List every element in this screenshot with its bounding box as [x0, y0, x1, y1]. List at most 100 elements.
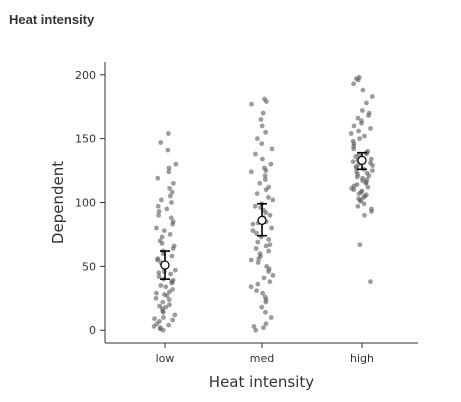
data-point	[159, 241, 165, 246]
data-point	[268, 315, 274, 320]
data-point	[255, 260, 261, 265]
data-point	[355, 115, 361, 121]
data-point	[255, 136, 260, 142]
y-tick-label: 150	[75, 133, 96, 146]
data-point	[261, 325, 266, 331]
mean-marker	[257, 215, 267, 225]
data-point	[360, 178, 365, 184]
data-point	[369, 209, 374, 214]
data-point	[370, 163, 375, 168]
data-point	[250, 228, 256, 234]
data-point	[250, 221, 256, 227]
data-point	[357, 136, 362, 142]
data-point	[263, 187, 269, 193]
data-point	[351, 123, 357, 129]
x-tick-label: high	[350, 352, 374, 365]
data-point	[355, 203, 361, 209]
y-tick-label: 0	[89, 324, 96, 337]
data-point	[159, 197, 164, 203]
data-point	[360, 87, 366, 93]
data-point	[160, 309, 166, 315]
data-point	[259, 141, 265, 147]
data-point	[251, 324, 257, 329]
data-point	[262, 173, 268, 179]
x-tick-label: low	[156, 352, 175, 365]
data-point	[173, 267, 178, 273]
data-point	[351, 146, 357, 152]
data-point	[254, 288, 259, 293]
data-point	[260, 110, 266, 116]
data-point	[270, 197, 276, 203]
data-point	[267, 212, 273, 218]
data-point	[350, 159, 356, 165]
data-point	[368, 156, 374, 162]
data-point	[164, 206, 170, 212]
data-point	[355, 77, 361, 83]
data-point	[263, 129, 268, 135]
data-point	[171, 180, 176, 186]
data-point	[366, 113, 371, 118]
data-point	[262, 177, 268, 182]
data-point	[356, 191, 362, 197]
data-point	[255, 281, 261, 287]
data-point	[257, 180, 263, 186]
data-point	[261, 275, 267, 281]
data-point	[269, 225, 274, 231]
data-point	[172, 312, 178, 318]
data-point	[266, 237, 272, 242]
data-point	[155, 257, 160, 263]
data-point	[158, 283, 164, 288]
data-point	[357, 242, 363, 248]
y-tick-label: 50	[82, 260, 96, 273]
data-point	[156, 270, 162, 276]
data-point	[260, 290, 265, 296]
data-point	[270, 272, 276, 278]
data-point	[156, 212, 162, 218]
x-tick-label: med	[250, 352, 274, 365]
data-point	[159, 234, 165, 240]
data-point	[168, 215, 174, 221]
data-point	[364, 100, 369, 106]
data-point	[267, 279, 273, 285]
data-point	[263, 299, 269, 305]
data-point	[166, 297, 172, 302]
data-point	[263, 168, 269, 174]
data-point	[248, 169, 254, 175]
data-point	[167, 193, 173, 199]
data-point	[362, 133, 367, 139]
data-point	[168, 271, 174, 277]
data-point	[354, 174, 360, 180]
data-point	[356, 128, 361, 134]
data-point	[264, 99, 269, 104]
data-point	[254, 230, 259, 236]
data-point	[249, 101, 254, 107]
data-point	[163, 284, 169, 290]
data-point	[253, 151, 258, 157]
data-point	[166, 322, 172, 328]
data-point	[361, 201, 367, 207]
data-point	[151, 324, 157, 329]
data-point	[266, 248, 272, 254]
y-tick-label: 200	[75, 69, 96, 82]
data-point	[348, 131, 354, 136]
data-point	[160, 327, 166, 333]
data-point	[248, 284, 254, 290]
data-point	[259, 304, 265, 310]
data-point	[266, 269, 271, 274]
x-axis-title: Heat intensity	[209, 373, 315, 391]
data-point	[269, 146, 275, 152]
data-point	[170, 246, 176, 251]
data-point	[155, 175, 161, 181]
data-point	[260, 156, 265, 162]
data-point	[253, 246, 259, 251]
panel-title: Heat intensity	[9, 12, 95, 27]
data-point	[156, 209, 162, 214]
data-point	[166, 131, 171, 136]
data-point	[169, 189, 175, 195]
data-point	[163, 304, 169, 310]
data-point	[167, 289, 172, 295]
data-point	[158, 140, 164, 145]
data-point	[165, 147, 171, 153]
data-point	[252, 203, 258, 209]
